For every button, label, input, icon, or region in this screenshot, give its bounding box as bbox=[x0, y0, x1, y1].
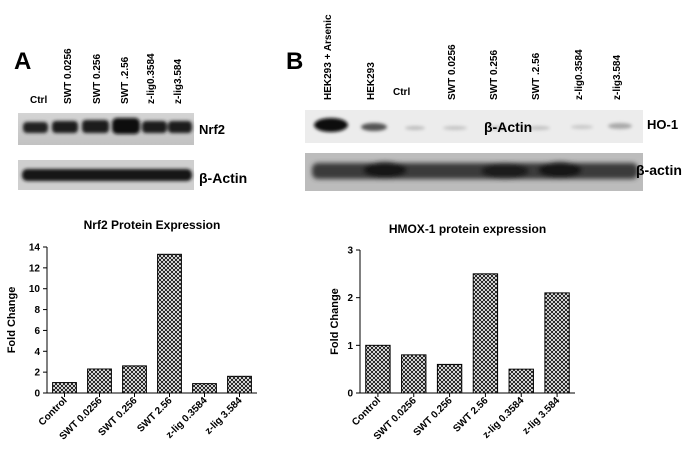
panel-b-actin-blot bbox=[305, 153, 643, 191]
x-tick-label: SWT 0.256 bbox=[412, 395, 455, 438]
panel-b-lane-label: HEK293 + Arsenic bbox=[323, 14, 334, 100]
chart-nrf2: Nrf2 Protein Expression 0 2 4 6 8 10 12 14 Fold C… bbox=[6, 218, 257, 442]
x-tick-label: Control bbox=[37, 395, 70, 428]
chart-title: Nrf2 Protein Expression bbox=[84, 218, 221, 232]
bar-swt-0-256 bbox=[122, 365, 147, 394]
y-tick-label: 4 bbox=[34, 347, 40, 358]
y-tick-label: 14 bbox=[29, 243, 41, 254]
bar-swt-0-256 bbox=[436, 363, 463, 394]
panel-b-lane-labels: HEK293 + Arsenic HEK293 Ctrl SWT 0.0256 SWT … bbox=[323, 14, 623, 100]
panel-a-letter: A bbox=[14, 48, 31, 75]
y-tick-label: 3 bbox=[347, 246, 353, 257]
panel-b-lane-label: SWT 0.256 bbox=[489, 50, 500, 100]
panel-a-lane-label: z-lig0.3584 bbox=[146, 53, 157, 104]
y-tick-label: 2 bbox=[347, 293, 353, 304]
panel-b-ho1-blot bbox=[305, 110, 643, 143]
panel-a-nrf2-label: Nrf2 bbox=[199, 122, 225, 137]
panel-a-lane-label: Ctrl bbox=[30, 95, 47, 106]
y-tick-label: 6 bbox=[34, 326, 40, 337]
y-tick-label: 12 bbox=[29, 263, 41, 274]
y-tick-label: 10 bbox=[29, 284, 41, 295]
bar-swt-2-56 bbox=[472, 273, 499, 394]
bar-z-lig-3-584 bbox=[227, 375, 252, 394]
x-tick-label: z-lig 3.584 bbox=[521, 395, 563, 437]
panel-a-nrf2-blot bbox=[18, 113, 194, 145]
y-tick-label: 2 bbox=[34, 368, 40, 379]
panel-b-ho1-inner-label: β-Actin bbox=[484, 119, 532, 135]
panel-a-lane-label: SWT 0.0256 bbox=[63, 48, 74, 104]
y-axis-label: Fold Change bbox=[6, 287, 18, 354]
panel-b-actin-label: β-actin bbox=[636, 162, 682, 178]
panel-a-lane-label: SWT .2.56 bbox=[120, 56, 131, 104]
bar-swt-0-0256 bbox=[401, 354, 427, 394]
panel-b-lane-label: HEK293 bbox=[366, 62, 377, 100]
panel-b-ho1-label: HO-1 bbox=[647, 117, 678, 132]
panel-a-actin-label: β-Actin bbox=[199, 170, 247, 186]
panel-b-lane-label: Ctrl bbox=[393, 87, 410, 98]
x-tick-label: z-lig 3.584 bbox=[203, 395, 245, 437]
y-tick-label: 8 bbox=[34, 305, 40, 316]
bar-swt-0-0256 bbox=[87, 368, 112, 394]
chart-title: HMOX-1 protein expression bbox=[389, 222, 546, 236]
panel-a-lane-label: SWT 0.256 bbox=[92, 54, 103, 104]
y-tick-label: 0 bbox=[347, 389, 353, 400]
bar-z-lig-0-3584 bbox=[192, 383, 217, 394]
panel-a-actin-blot bbox=[18, 160, 194, 190]
panel-b-lane-label: SWT 0.0256 bbox=[447, 44, 458, 100]
x-tick-label: Control bbox=[350, 395, 383, 428]
panel-b-lane-label: SWT .2.56 bbox=[531, 52, 542, 100]
bar-z-lig-0-3584 bbox=[508, 368, 534, 394]
bar-control bbox=[52, 382, 77, 394]
panel-b: B HEK293 + Arsenic HEK293 Ctrl SWT 0.0256 SW… bbox=[286, 14, 682, 442]
bar-control bbox=[365, 344, 391, 394]
y-tick-label: 1 bbox=[347, 341, 353, 352]
bar-z-lig-3-584 bbox=[544, 292, 570, 394]
bar-swt-2-56 bbox=[157, 253, 182, 394]
y-axis-label: Fold Change bbox=[329, 288, 341, 355]
panel-a-lane-label: z-lig3.584 bbox=[173, 59, 184, 104]
y-tick-label: 0 bbox=[34, 389, 40, 400]
panel-a-lane-labels: Ctrl SWT 0.0256 SWT 0.256 SWT .2.56 z-lig0.3… bbox=[30, 48, 184, 106]
panel-b-lane-label: z-lig3.584 bbox=[612, 55, 623, 100]
panel-b-lane-label: z-lig0.3584 bbox=[574, 49, 585, 100]
chart-hmox1: HMOX-1 protein expression 0 1 2 3 Fold Change… bbox=[329, 222, 575, 442]
panel-a: A Ctrl SWT 0.0256 SWT 0.256 SWT .2.56 z-lig0… bbox=[6, 48, 257, 442]
panel-b-letter: B bbox=[286, 48, 303, 75]
